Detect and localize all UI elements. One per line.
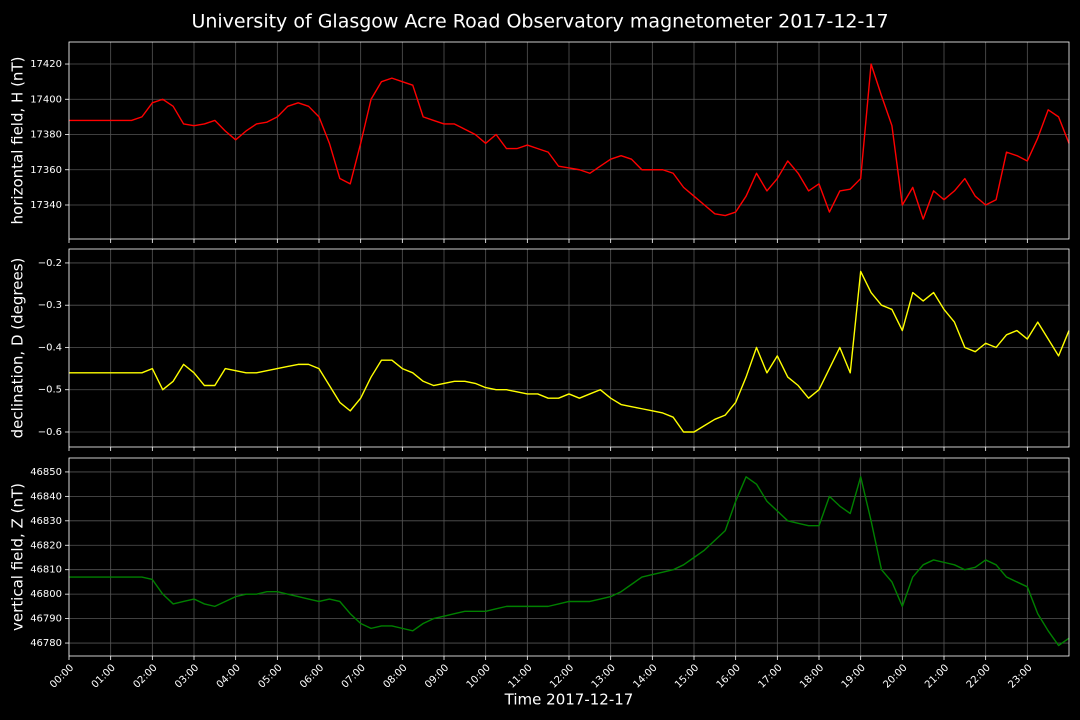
x-tick-label: 07:00 (340, 662, 368, 690)
y-tick-label: 46820 (30, 540, 62, 551)
x-tick-label: 11:00 (506, 662, 534, 690)
figure-title: University of Glasgow Acre Road Observat… (191, 11, 888, 33)
x-axis-label: Time 2017-12-17 (504, 691, 634, 709)
x-tick-label: 06:00 (298, 662, 326, 690)
x-tick-label: 16:00 (715, 662, 743, 690)
x-tick-label: 15:00 (673, 662, 701, 690)
x-tick-label: 21:00 (923, 662, 951, 690)
data-line (69, 63, 1070, 220)
x-tick-label: 14:00 (631, 662, 659, 690)
x-tick-label: 02:00 (131, 662, 159, 690)
y-axis-label: horizontal field, H (nT) (9, 57, 27, 225)
x-tick-label: 10:00 (465, 662, 493, 690)
y-tick-label: −0.6 (38, 427, 62, 438)
x-tick-label: 04:00 (215, 662, 243, 690)
x-tick-label: 09:00 (423, 662, 451, 690)
x-tick-label: 19:00 (840, 662, 868, 690)
y-tick-label: 17340 (30, 200, 62, 211)
axes-frame (68, 41, 1070, 240)
data-line (69, 476, 1070, 647)
y-axis-label: vertical field, Z (nT) (9, 483, 27, 631)
x-tick-label: 23:00 (1006, 662, 1034, 690)
y-tick-label: 17360 (30, 165, 62, 176)
y-tick-label: −0.3 (38, 300, 62, 311)
axes-frame (68, 248, 1070, 448)
x-tick-label: 12:00 (548, 662, 576, 690)
y-tick-label: 46800 (30, 589, 62, 600)
y-tick-label: 17420 (30, 59, 62, 70)
y-tick-label: −0.2 (38, 258, 62, 269)
x-tick-label: 03:00 (173, 662, 201, 690)
x-tick-label: 00:00 (48, 662, 76, 690)
x-tick-label: 22:00 (965, 662, 993, 690)
y-tick-label: 46780 (30, 638, 62, 649)
y-tick-label: 46840 (30, 491, 62, 502)
x-tick-label: 17:00 (756, 662, 784, 690)
y-tick-label: 17380 (30, 130, 62, 141)
data-line (69, 270, 1070, 433)
y-tick-label: 17400 (30, 94, 62, 105)
x-tick-label: 18:00 (798, 662, 826, 690)
x-tick-label: 01:00 (90, 662, 118, 690)
y-axis-label: declination, D (degrees) (9, 258, 27, 439)
y-tick-label: 46810 (30, 565, 62, 576)
y-tick-label: 46790 (30, 614, 62, 625)
axes-frame (68, 457, 1070, 657)
x-tick-label: 05:00 (256, 662, 284, 690)
x-tick-label: 13:00 (590, 662, 618, 690)
y-tick-label: 46850 (30, 467, 62, 478)
y-tick-label: 46830 (30, 516, 62, 527)
x-tick-label: 20:00 (881, 662, 909, 690)
y-tick-label: −0.5 (38, 385, 62, 396)
x-tick-label: 08:00 (381, 662, 409, 690)
y-tick-label: −0.4 (38, 342, 62, 353)
